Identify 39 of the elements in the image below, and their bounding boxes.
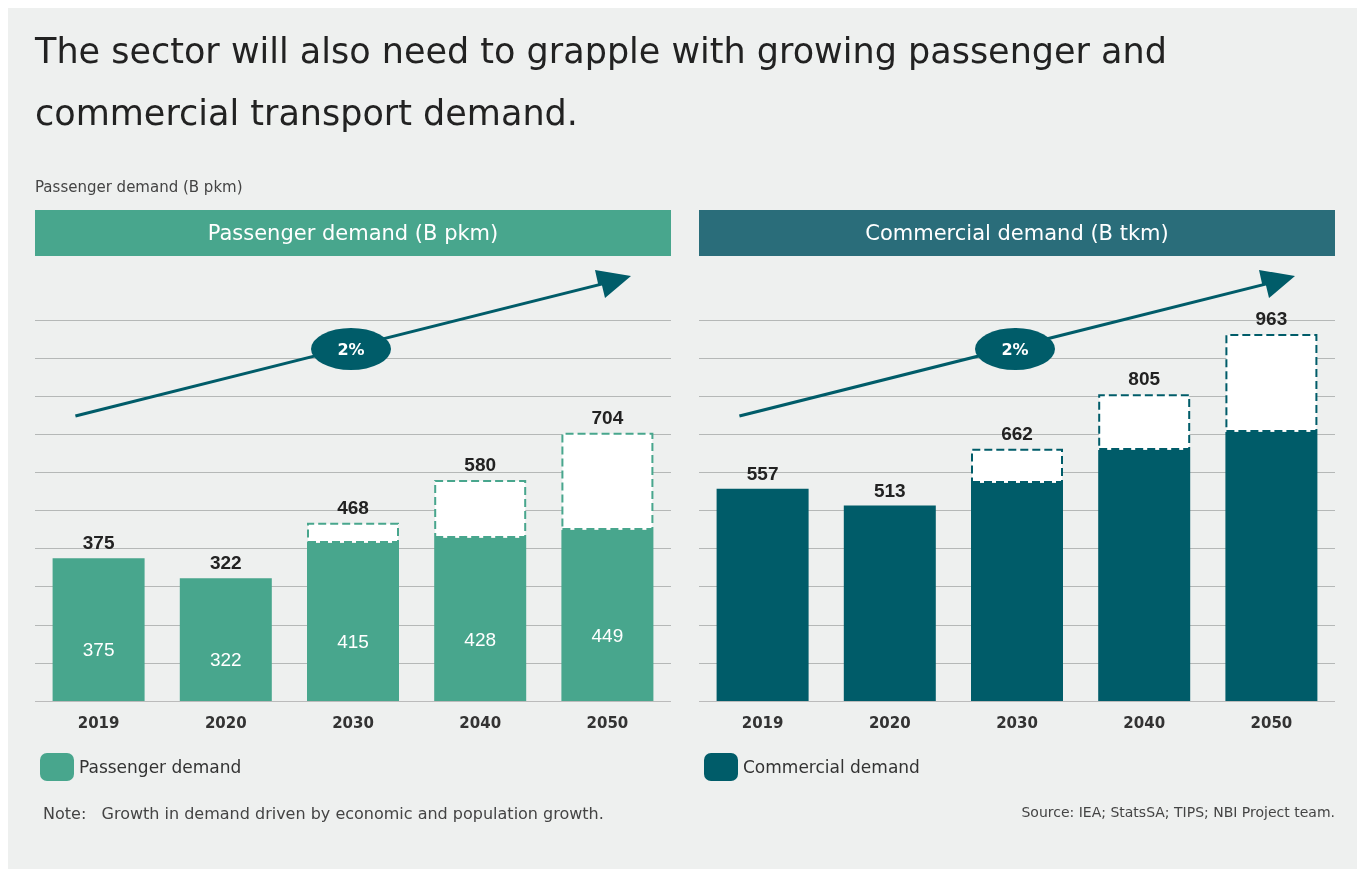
- data-label: 415: [337, 631, 369, 653]
- x-tick-label: 2050: [1250, 713, 1293, 732]
- x-tick-label: 2040: [459, 713, 502, 732]
- y-axis-title: Passenger demand (B pkm): [35, 177, 244, 198]
- data-label: 322: [209, 649, 242, 671]
- x-tick-label: 2020: [868, 713, 911, 732]
- data-label: 513: [873, 479, 906, 501]
- total-label: 662: [1001, 422, 1033, 444]
- legend-label: Commercial demand: [743, 757, 920, 777]
- data-label: 557: [746, 462, 779, 484]
- total-label: 468: [337, 496, 369, 518]
- x-tick-label: 2019: [741, 713, 784, 732]
- data-label: 375: [82, 639, 115, 661]
- text: Note: Growth in demand driven by economic and population growth.: [42, 804, 605, 823]
- legend-label: Passenger demand: [79, 757, 242, 777]
- total-label: 375: [82, 532, 115, 554]
- oval-badge: 2%: [311, 328, 391, 370]
- x-tick-label: 2030: [332, 713, 374, 732]
- x-tick-label: 2019: [77, 713, 120, 732]
- x-tick-label: 2030: [996, 713, 1038, 732]
- total-label: 580: [464, 454, 497, 476]
- total-label: 322: [209, 552, 242, 574]
- chart-title: The sector will also need to grapple with growing passenger and commercial transport demand.: [35, 30, 1168, 135]
- total-label: 805: [1128, 368, 1161, 390]
- source-note: Source: IEA; StatsSA; TIPS; NBI Project team.: [1020, 804, 1335, 820]
- bar: [179, 578, 272, 701]
- x-tick-label: 2040: [1123, 713, 1166, 732]
- bar: [716, 488, 809, 701]
- x-tick-label: 2020: [204, 713, 247, 732]
- bar: [52, 558, 145, 701]
- oval-badge: 2%: [975, 328, 1055, 370]
- data-label: 449: [591, 624, 624, 646]
- bar: [843, 505, 936, 701]
- x-tick-label: 2050: [586, 713, 629, 732]
- total-label: 963: [1255, 308, 1288, 330]
- chart-title: Commercial demand (B tkm): [699, 210, 1335, 256]
- data-label: 428: [464, 628, 497, 650]
- chart-subtitle: Passenger demand (B pkm): [35, 210, 671, 256]
- total-label: 704: [591, 406, 624, 428]
